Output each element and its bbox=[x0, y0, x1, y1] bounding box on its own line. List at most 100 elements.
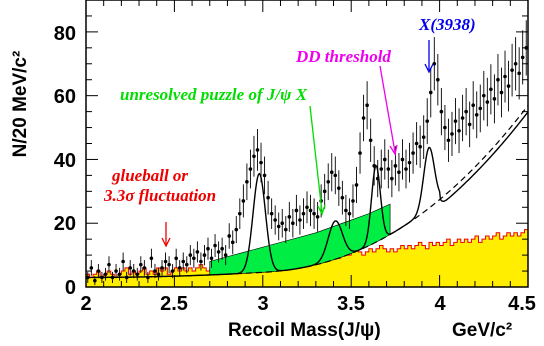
data-point bbox=[107, 262, 111, 267]
data-point bbox=[184, 262, 189, 267]
data-point bbox=[170, 269, 175, 273]
puzzle-arrow bbox=[309, 105, 323, 213]
data-point bbox=[117, 272, 122, 277]
data-point bbox=[220, 246, 224, 251]
data-point bbox=[93, 278, 97, 283]
data-point bbox=[492, 97, 497, 101]
data-point bbox=[199, 259, 203, 264]
data-point bbox=[114, 269, 118, 273]
data-point bbox=[322, 189, 327, 194]
data-point bbox=[312, 211, 316, 216]
data-point bbox=[400, 157, 405, 162]
data-point bbox=[100, 275, 104, 280]
x3938-arrowhead bbox=[424, 63, 434, 74]
data-point bbox=[315, 215, 320, 219]
data-point bbox=[436, 77, 440, 82]
axis-ticks bbox=[85, 0, 529, 288]
data-point bbox=[333, 173, 338, 178]
y-tick-label: 80 bbox=[54, 23, 76, 45]
data-point bbox=[121, 259, 125, 264]
data-point bbox=[365, 103, 369, 108]
data-point bbox=[266, 195, 270, 200]
x-tick-label: 3 bbox=[257, 293, 268, 315]
data-point bbox=[131, 269, 136, 273]
data-point bbox=[517, 71, 521, 76]
data-point bbox=[382, 157, 387, 162]
data-point bbox=[291, 221, 295, 226]
data-point bbox=[192, 256, 196, 261]
data-point bbox=[489, 87, 493, 92]
data-point bbox=[308, 208, 313, 213]
data-point bbox=[351, 199, 355, 203]
data-point bbox=[439, 109, 444, 114]
x-tick-label: 2 bbox=[80, 293, 91, 315]
y-tick-label: 40 bbox=[54, 150, 76, 172]
data-point bbox=[411, 151, 415, 155]
data-point bbox=[206, 246, 210, 251]
data-point bbox=[453, 119, 458, 123]
data-point bbox=[305, 205, 309, 210]
data-point bbox=[425, 119, 430, 123]
data-point bbox=[177, 266, 182, 270]
data-point bbox=[467, 122, 472, 127]
data-point bbox=[234, 227, 239, 232]
y-tick-label: 20 bbox=[54, 213, 76, 235]
data-point bbox=[347, 211, 352, 216]
x-tick-label: 4 bbox=[434, 293, 446, 315]
glueball-arrowhead bbox=[161, 237, 171, 248]
x-tick-label: 2.5 bbox=[160, 293, 188, 315]
data-point bbox=[287, 215, 292, 219]
data-point bbox=[269, 211, 274, 216]
data-point bbox=[443, 125, 447, 130]
data-point bbox=[457, 128, 461, 133]
data-point bbox=[390, 176, 394, 181]
data-point bbox=[276, 224, 281, 229]
data-point bbox=[393, 164, 398, 168]
data-point bbox=[510, 68, 514, 72]
data-point bbox=[135, 272, 140, 277]
data-point bbox=[213, 243, 217, 248]
data-point bbox=[358, 151, 362, 155]
data-point bbox=[223, 253, 228, 257]
data-point bbox=[326, 179, 331, 184]
data-point bbox=[188, 253, 193, 257]
data-point bbox=[280, 221, 285, 226]
data-point bbox=[407, 160, 412, 165]
data-point bbox=[110, 275, 115, 280]
dd-threshold-arrowhead bbox=[389, 144, 398, 156]
data-point bbox=[354, 183, 359, 187]
data-point bbox=[146, 275, 150, 280]
data-point bbox=[124, 275, 129, 280]
data-point bbox=[499, 90, 504, 95]
data-point bbox=[241, 199, 246, 203]
data-point bbox=[85, 275, 90, 280]
data-point bbox=[230, 240, 235, 245]
data-point bbox=[103, 272, 108, 277]
data-point bbox=[361, 116, 366, 120]
data-point bbox=[227, 234, 232, 238]
data-point bbox=[181, 259, 186, 264]
data-point bbox=[259, 160, 263, 165]
data-point bbox=[471, 103, 475, 108]
annotation-x3938: X(3938) bbox=[418, 15, 476, 34]
data-point bbox=[414, 141, 419, 146]
data-point bbox=[340, 195, 345, 200]
puzzle-arrowhead bbox=[317, 204, 326, 216]
annotation-glueball: glueball or bbox=[111, 166, 188, 185]
data-point bbox=[283, 227, 288, 232]
data-point bbox=[404, 167, 408, 171]
data-point bbox=[513, 61, 518, 66]
data-point bbox=[160, 266, 164, 270]
data-point bbox=[506, 84, 511, 88]
data-point bbox=[485, 100, 490, 104]
data-point bbox=[372, 164, 376, 168]
data-point bbox=[238, 211, 242, 216]
data-point bbox=[273, 218, 277, 222]
x-axis-title: Recoil Mass(J/ψ) bbox=[228, 320, 381, 341]
data-point bbox=[520, 55, 525, 60]
annotation-puzzle: unresolved puzzle of J/ψ X bbox=[120, 85, 308, 104]
x-tick-label: 4.5 bbox=[508, 293, 536, 315]
data-point bbox=[503, 74, 507, 79]
data-point bbox=[262, 173, 267, 178]
